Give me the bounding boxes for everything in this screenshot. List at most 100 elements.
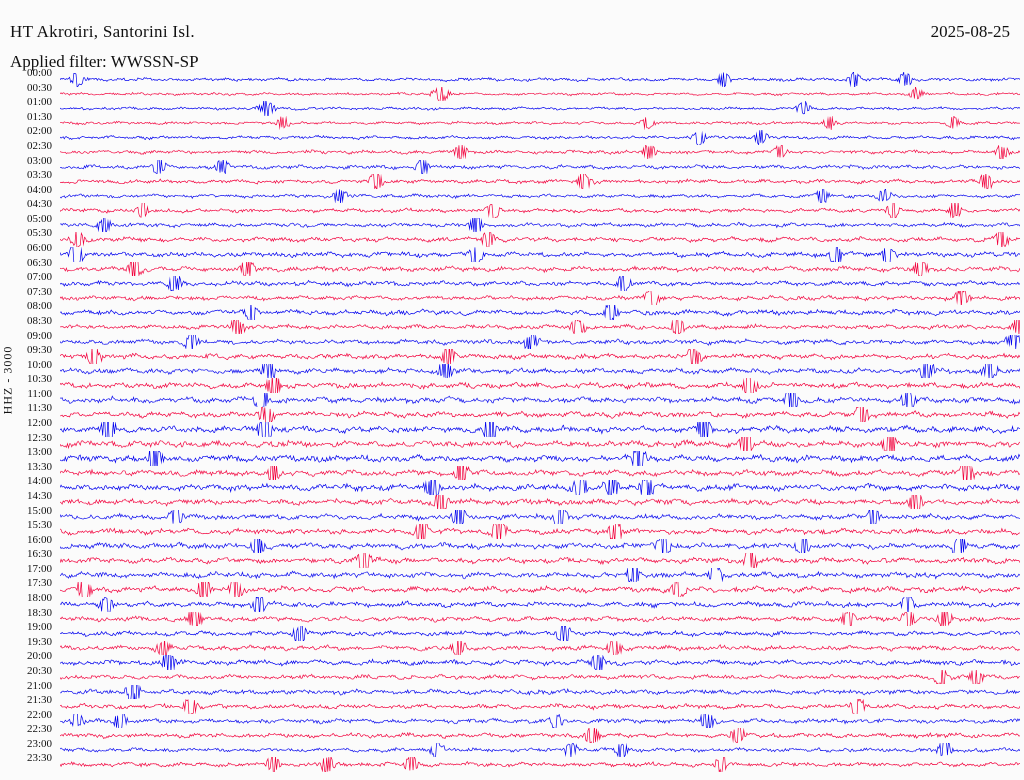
row-time-label: 02:30 xyxy=(2,140,52,152)
waveform-plot-area[interactable]: 00:00 00:30 01:00 01:30 02:00 02:30 03:00 03:30… xyxy=(60,72,1020,772)
row-time-label: 16:00 xyxy=(2,534,52,546)
waveform-trace xyxy=(60,480,1020,495)
row-time-label: 07:00 xyxy=(2,271,52,283)
row-time-label: 13:00 xyxy=(2,446,52,458)
waveform-row: 09:00 xyxy=(60,335,1020,350)
row-time-label: 06:30 xyxy=(2,257,52,269)
row-time-label: 12:30 xyxy=(2,432,52,444)
waveform-trace xyxy=(60,757,1020,772)
waveform-trace xyxy=(60,466,1020,481)
date-label: 2025-08-25 xyxy=(931,22,1010,42)
waveform-row: 04:30 xyxy=(60,203,1020,218)
waveform-trace xyxy=(60,422,1020,437)
row-time-label: 23:00 xyxy=(2,738,52,750)
row-time-label: 18:00 xyxy=(2,592,52,604)
row-time-label: 00:30 xyxy=(2,82,52,94)
waveform-trace xyxy=(60,655,1020,670)
waveform-row: 08:00 xyxy=(60,305,1020,320)
row-time-label: 21:30 xyxy=(2,694,52,706)
waveform-trace xyxy=(60,597,1020,612)
row-time-label: 04:00 xyxy=(2,184,52,196)
waveform-row: 13:30 xyxy=(60,466,1020,481)
waveform-row: 07:00 xyxy=(60,276,1020,291)
waveform-trace xyxy=(60,714,1020,729)
waveform-trace xyxy=(60,145,1020,160)
row-time-label: 01:30 xyxy=(2,111,52,123)
row-time-label: 09:00 xyxy=(2,330,52,342)
waveform-trace xyxy=(60,247,1020,262)
waveform-row: 14:00 xyxy=(60,480,1020,495)
waveform-trace xyxy=(60,203,1020,218)
waveform-trace xyxy=(60,101,1020,116)
waveform-row: 03:00 xyxy=(60,160,1020,175)
row-time-label: 07:30 xyxy=(2,286,52,298)
waveform-trace xyxy=(60,218,1020,233)
waveform-trace xyxy=(60,116,1020,131)
row-time-label: 02:00 xyxy=(2,125,52,137)
waveform-row: 01:30 xyxy=(60,116,1020,131)
waveform-trace xyxy=(60,699,1020,714)
waveform-trace xyxy=(60,626,1020,641)
waveform-row: 03:30 xyxy=(60,174,1020,189)
row-time-label: 21:00 xyxy=(2,680,52,692)
waveform-trace xyxy=(60,670,1020,685)
waveform-row: 17:00 xyxy=(60,568,1020,583)
row-time-label: 20:00 xyxy=(2,650,52,662)
row-time-label: 11:30 xyxy=(2,402,52,414)
waveform-trace xyxy=(60,728,1020,743)
row-time-label: 13:30 xyxy=(2,461,52,473)
row-time-label: 09:30 xyxy=(2,344,52,356)
waveform-trace xyxy=(60,72,1020,87)
waveform-trace xyxy=(60,378,1020,393)
waveform-trace xyxy=(60,437,1020,452)
waveform-row: 11:30 xyxy=(60,407,1020,422)
waveform-row: 21:30 xyxy=(60,699,1020,714)
waveform-trace xyxy=(60,305,1020,320)
waveform-row: 05:00 xyxy=(60,218,1020,233)
waveform-row: 20:30 xyxy=(60,670,1020,685)
waveform-row: 20:00 xyxy=(60,655,1020,670)
waveform-trace xyxy=(60,641,1020,656)
row-time-label: 10:00 xyxy=(2,359,52,371)
waveform-row: 00:00 xyxy=(60,72,1020,87)
row-time-label: 22:30 xyxy=(2,723,52,735)
page-title: HT Akrotiri, Santorini Isl. xyxy=(10,22,195,42)
row-time-label: 14:30 xyxy=(2,490,52,502)
waveform-row: 01:00 xyxy=(60,101,1020,116)
row-time-label: 23:30 xyxy=(2,752,52,764)
row-time-label: 15:00 xyxy=(2,505,52,517)
row-time-label: 17:30 xyxy=(2,577,52,589)
waveform-row: 07:30 xyxy=(60,291,1020,306)
waveform-trace xyxy=(60,364,1020,379)
row-time-label: 16:30 xyxy=(2,548,52,560)
waveform-trace xyxy=(60,393,1020,408)
waveform-row: 22:00 xyxy=(60,714,1020,729)
waveform-trace xyxy=(60,174,1020,189)
waveform-row: 23:00 xyxy=(60,743,1020,758)
waveform-trace xyxy=(60,130,1020,145)
waveform-row: 05:30 xyxy=(60,232,1020,247)
waveform-row: 12:30 xyxy=(60,437,1020,452)
waveform-row: 06:30 xyxy=(60,262,1020,277)
waveform-row: 10:00 xyxy=(60,364,1020,379)
waveform-row: 18:00 xyxy=(60,597,1020,612)
waveform-trace xyxy=(60,349,1020,364)
waveform-row: 08:30 xyxy=(60,320,1020,335)
waveform-row: 15:30 xyxy=(60,524,1020,539)
waveform-row: 11:00 xyxy=(60,393,1020,408)
row-time-label: 19:00 xyxy=(2,621,52,633)
waveform-trace xyxy=(60,276,1020,291)
row-time-label: 22:00 xyxy=(2,709,52,721)
waveform-trace xyxy=(60,189,1020,204)
waveform-row: 22:30 xyxy=(60,728,1020,743)
waveform-row: 04:00 xyxy=(60,189,1020,204)
seismogram-page: HT Akrotiri, Santorini Isl. 2025-08-25 A… xyxy=(0,0,1024,780)
row-time-label: 17:00 xyxy=(2,563,52,575)
waveform-trace xyxy=(60,568,1020,583)
waveform-row: 18:30 xyxy=(60,612,1020,627)
row-time-label: 00:00 xyxy=(2,67,52,79)
waveform-row: 14:30 xyxy=(60,495,1020,510)
row-time-label: 08:00 xyxy=(2,300,52,312)
waveform-row: 02:30 xyxy=(60,145,1020,160)
waveform-trace xyxy=(60,87,1020,102)
